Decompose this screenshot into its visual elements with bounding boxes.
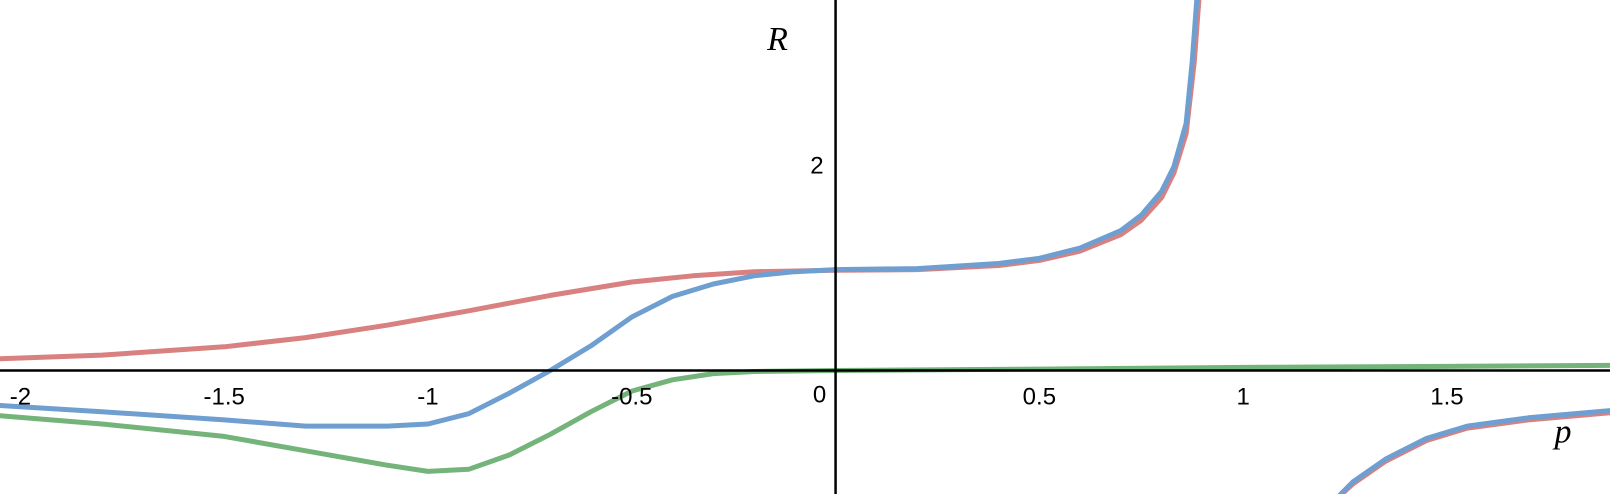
x-tick-label: 1 (1236, 384, 1249, 411)
x-tick-label: 0.5 (1023, 384, 1056, 411)
y-tick-label: 2 (810, 153, 823, 180)
x-axis-title: p (1553, 414, 1572, 451)
series-0-curve-0 (0, 0, 1202, 362)
x-tick-label: -1 (417, 384, 438, 411)
x-tick-label: 1.5 (1430, 384, 1463, 411)
x-tick-labels: -2 -1.5 -1 -0.5 0.5 1 1.5 (10, 384, 1464, 411)
series-1-curve-1 (1337, 408, 1610, 494)
origin-label: 0 (813, 382, 826, 409)
x-tick-label: -0.5 (611, 384, 652, 411)
series-2-curve-0 (0, 362, 1610, 474)
x-tick-label: -1.5 (203, 384, 244, 411)
x-tick-label: -2 (10, 384, 31, 411)
y-axis-title: R (766, 21, 788, 58)
y-tick-labels: 2 (810, 153, 823, 180)
series-1-curve-0 (0, 0, 1200, 429)
